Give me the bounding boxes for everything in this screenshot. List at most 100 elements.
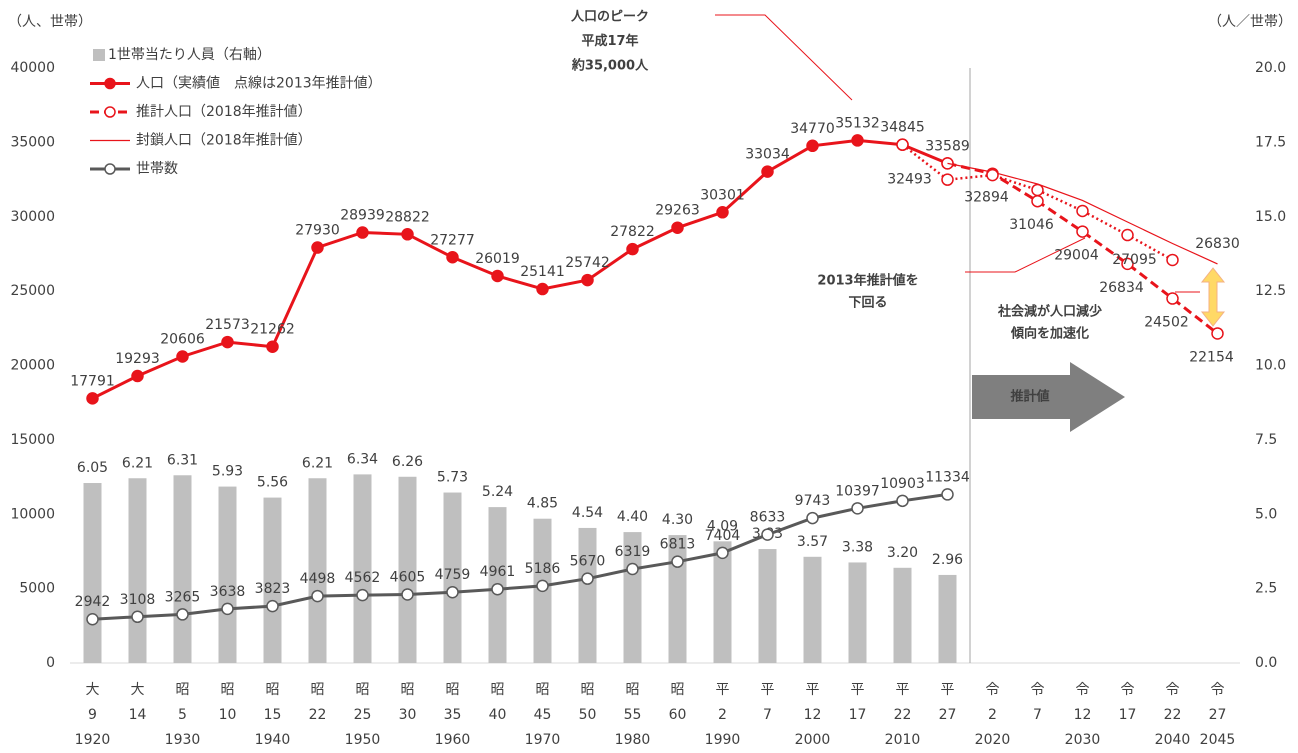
data-label: 6319 [615, 544, 651, 560]
data-label: 35132 [835, 115, 880, 131]
bar-label: 4.30 [662, 512, 693, 528]
x-tick-label: 令 [1031, 682, 1045, 698]
point [266, 599, 279, 613]
data-label: 34845 [880, 120, 925, 136]
y-tick-label: 25000 [10, 283, 55, 299]
bar-label: 6.31 [167, 452, 198, 468]
y-tick-label: 10000 [10, 506, 55, 522]
bar-label: 4.40 [617, 509, 648, 525]
bar [218, 486, 237, 663]
x-tick-label: 2020 [975, 732, 1011, 748]
point [851, 134, 864, 147]
bar [263, 497, 282, 663]
point [1076, 204, 1089, 218]
x-tick-label: 2 [718, 707, 727, 723]
bar [938, 574, 957, 663]
x-tick-label: 昭 [491, 682, 505, 698]
annotation: 人口のピーク [570, 10, 649, 25]
line [91, 138, 949, 400]
x-tick-label: 平 [896, 682, 910, 698]
x-tick-label: 12 [804, 707, 822, 723]
gap-arrow [1200, 267, 1226, 327]
bar-label: 3.38 [842, 539, 873, 555]
x-tick-label: 昭 [401, 682, 415, 698]
bar-label: 5.56 [257, 475, 288, 491]
data-label: 5670 [570, 554, 606, 570]
bar [668, 535, 687, 663]
data-label: 26834 [1099, 280, 1144, 296]
x-tick-label: 昭 [671, 682, 685, 698]
x-tick-label: 昭 [536, 682, 550, 698]
x-tick-label: 25 [354, 707, 372, 723]
y-tick-label: 15000 [10, 432, 55, 448]
data-label: 17791 [70, 373, 115, 389]
x-tick-label: 2030 [1065, 732, 1101, 748]
x-tick-label: 昭 [266, 682, 280, 698]
point [446, 585, 459, 599]
point [761, 165, 774, 178]
annotation: 傾向を加速化 [1010, 326, 1089, 342]
y2-tick-label: 7.5 [1255, 432, 1277, 448]
x-tick-label: 22 [894, 707, 912, 723]
bar [128, 478, 147, 663]
point [491, 269, 504, 283]
data-label: 30301 [700, 187, 745, 203]
bar-label: 5.93 [212, 464, 243, 480]
point [86, 612, 99, 626]
y2-tick-label: 5.0 [1255, 506, 1277, 522]
x-tick-label: 15 [264, 707, 282, 723]
x-tick-label: 7 [763, 707, 772, 723]
data-label: 10397 [835, 483, 880, 499]
point [896, 494, 909, 508]
x-tick-label: 12 [1074, 707, 1092, 723]
y-axis-title: （人、世帯） [8, 14, 92, 30]
x-tick-label: 50 [579, 707, 597, 723]
x-tick-label: 9 [88, 707, 97, 723]
x-tick-label: 40 [489, 707, 507, 723]
data-label: 27930 [295, 223, 340, 239]
x-tick-label: 平 [761, 682, 775, 698]
data-label: 26019 [475, 251, 520, 267]
data-label: 4605 [390, 570, 426, 586]
point [131, 610, 144, 624]
x-tick-label: 令 [1121, 682, 1135, 698]
x-tick-label: 1990 [705, 732, 741, 748]
bar [713, 541, 732, 663]
point [356, 588, 369, 602]
point [536, 579, 549, 593]
point [941, 157, 954, 170]
point [446, 251, 459, 264]
x-tick-label: 27 [939, 707, 957, 723]
bar [893, 567, 912, 663]
y2-tick-label: 10.0 [1255, 358, 1286, 374]
point [401, 228, 414, 241]
data-label: 10903 [880, 476, 925, 492]
point [581, 273, 594, 287]
x-tick-label: 22 [309, 707, 327, 723]
y2-tick-label: 2.5 [1255, 581, 1277, 597]
x-tick-label: 22 [1164, 707, 1182, 723]
bar-label: 2.96 [932, 552, 963, 568]
y-tick-label: 35000 [10, 134, 55, 150]
data-label: 28939 [340, 208, 385, 224]
x-tick-label: 大 [86, 682, 100, 698]
data-label: 21262 [250, 322, 295, 338]
x-tick-label: 1940 [255, 732, 291, 748]
point [716, 206, 729, 219]
point [1076, 225, 1089, 238]
point [1121, 257, 1134, 271]
bar-label: 5.24 [482, 484, 513, 500]
bar-label: 6.34 [347, 451, 378, 467]
bar-label: 3.20 [887, 545, 918, 561]
point [1166, 292, 1179, 305]
data-label: 31046 [1009, 217, 1054, 233]
forecast-arrow [972, 362, 1125, 432]
point [671, 221, 684, 234]
point [671, 555, 684, 568]
x-tick-label: 17 [849, 707, 867, 723]
point [311, 241, 324, 254]
data-label: 4759 [435, 567, 471, 583]
point [806, 511, 819, 525]
point [1211, 327, 1224, 340]
